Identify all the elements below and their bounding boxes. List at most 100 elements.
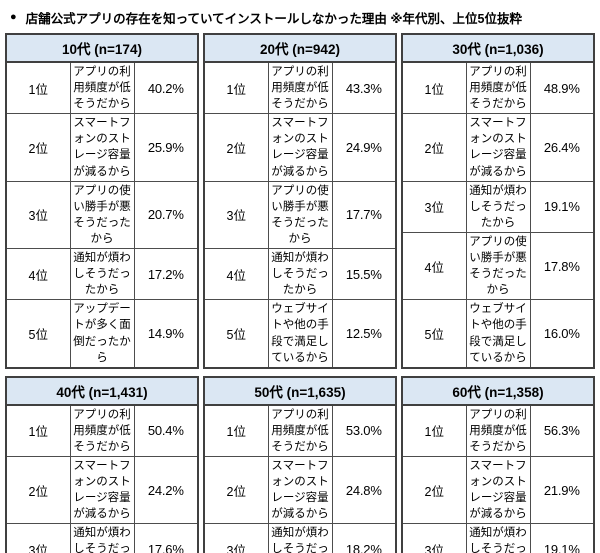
table-row: 3位 通知が煩わしそうだったから 18.2% — [203, 523, 397, 553]
value-cell: 53.0% — [331, 404, 397, 457]
reason-cell: アプリの使い勝手が悪そうだったから — [465, 231, 531, 301]
table-row: 2位 スマートフォンのストレージ容量が減るから 21.9% — [401, 455, 595, 525]
value-cell: 40.2% — [133, 61, 199, 115]
age-table-50s: 50代 (n=1,635) 1位 アプリの利用頻度が低そうだから 53.0% 2… — [203, 375, 397, 553]
value-cell: 24.2% — [133, 455, 199, 525]
reason-cell: 通知が煩わしそうだったから — [267, 248, 333, 301]
value-cell: 17.6% — [133, 523, 199, 553]
table-row: 1位 アプリの利用頻度が低そうだから 53.0% — [203, 404, 397, 457]
value-cell: 16.0% — [529, 299, 595, 369]
table-row: 4位 通知が煩わしそうだったから 15.5% — [203, 248, 397, 301]
rank-cell: 1位 — [401, 404, 467, 457]
reason-cell: アプリの利用頻度が低そうだから — [69, 404, 135, 457]
reason-cell: アプリの利用頻度が低そうだから — [267, 61, 333, 115]
value-cell: 24.8% — [331, 455, 397, 525]
table-row: 2位 スマートフォンのストレージ容量が減るから 24.8% — [203, 455, 397, 525]
reason-cell: ウェブサイトや他の手段で満足しているから — [465, 299, 531, 369]
reason-cell: 通知が煩わしそうだったから — [465, 180, 531, 233]
rank-cell: 4位 — [401, 231, 467, 301]
value-cell: 17.2% — [133, 248, 199, 301]
page-title: 店舗公式アプリの存在を知っていてインストールしなかった理由 ※年代別、上位5位抜… — [25, 12, 522, 26]
reason-cell: アップデートが多く面倒だったから — [69, 299, 135, 369]
rank-cell: 3位 — [5, 523, 71, 553]
reason-cell: アプリの利用頻度が低そうだから — [465, 404, 531, 457]
table-header: 10代 (n=174) — [5, 33, 199, 63]
table-header: 20代 (n=942) — [203, 33, 397, 63]
table-row: 3位 通知が煩わしそうだったから 19.1% — [401, 523, 595, 553]
value-cell: 20.7% — [133, 180, 199, 250]
tables-grid: 10代 (n=174) 1位 アプリの利用頻度が低そうだから 40.2% 2位 … — [0, 33, 600, 553]
rank-cell: 1位 — [5, 404, 71, 457]
reason-cell: 通知が煩わしそうだったから — [69, 248, 135, 301]
reason-cell: スマートフォンのストレージ容量が減るから — [465, 113, 531, 182]
rank-cell: 5位 — [401, 299, 467, 369]
reason-cell: アプリの使い勝手が悪そうだったから — [267, 180, 333, 250]
rank-cell: 3位 — [203, 523, 269, 553]
rank-cell: 4位 — [203, 248, 269, 301]
value-cell: 17.7% — [331, 180, 397, 250]
table-row: 1位 アプリの利用頻度が低そうだから 40.2% — [5, 61, 199, 115]
rank-cell: 3位 — [5, 180, 71, 250]
rank-cell: 1位 — [203, 61, 269, 115]
reason-cell: スマートフォンのストレージ容量が減るから — [267, 455, 333, 525]
value-cell: 19.1% — [529, 523, 595, 553]
value-cell: 21.9% — [529, 455, 595, 525]
report-header: ● 店舗公式アプリの存在を知っていてインストールしなかった理由 ※年代別、上位5… — [0, 0, 600, 33]
value-cell: 43.3% — [331, 61, 397, 115]
table-row: 4位 アプリの使い勝手が悪そうだったから 17.8% — [401, 231, 595, 301]
reason-cell: スマートフォンのストレージ容量が減るから — [69, 455, 135, 525]
rank-cell: 1位 — [203, 404, 269, 457]
age-table-30s: 30代 (n=1,036) 1位 アプリの利用頻度が低そうだから 48.9% 2… — [401, 33, 595, 369]
table-row: 3位 アプリの使い勝手が悪そうだったから 20.7% — [5, 180, 199, 250]
reason-cell: スマートフォンのストレージ容量が減るから — [267, 113, 333, 182]
reason-cell: アプリの利用頻度が低そうだから — [69, 61, 135, 115]
bullet-icon: ● — [10, 11, 17, 23]
table-row: 4位 通知が煩わしそうだったから 17.2% — [5, 248, 199, 301]
table-row: 5位 アップデートが多く面倒だったから 14.9% — [5, 299, 199, 369]
reason-cell: スマートフォンのストレージ容量が減るから — [465, 455, 531, 525]
reason-cell: ウェブサイトや他の手段で満足しているから — [267, 299, 333, 369]
table-row: 2位 スマートフォンのストレージ容量が減るから 25.9% — [5, 113, 199, 182]
value-cell: 26.4% — [529, 113, 595, 182]
value-cell: 12.5% — [331, 299, 397, 369]
table-row: 1位 アプリの利用頻度が低そうだから 56.3% — [401, 404, 595, 457]
rank-cell: 2位 — [5, 113, 71, 182]
rank-cell: 2位 — [401, 113, 467, 182]
table-header: 60代 (n=1,358) — [401, 376, 595, 406]
value-cell: 18.2% — [331, 523, 397, 553]
reason-cell: 通知が煩わしそうだったから — [69, 523, 135, 553]
rank-cell: 1位 — [401, 61, 467, 115]
reason-cell: アプリの利用頻度が低そうだから — [465, 61, 531, 115]
rank-cell: 3位 — [401, 180, 467, 233]
value-cell: 17.8% — [529, 231, 595, 301]
table-row: 3位 アプリの使い勝手が悪そうだったから 17.7% — [203, 180, 397, 250]
age-table-10s: 10代 (n=174) 1位 アプリの利用頻度が低そうだから 40.2% 2位 … — [5, 33, 199, 369]
table-row: 5位 ウェブサイトや他の手段で満足しているから 16.0% — [401, 299, 595, 369]
table-row: 2位 スマートフォンのストレージ容量が減るから 24.9% — [203, 113, 397, 182]
rank-cell: 2位 — [203, 455, 269, 525]
reason-cell: アプリの利用頻度が低そうだから — [267, 404, 333, 457]
rank-cell: 4位 — [5, 248, 71, 301]
reason-cell: 通知が煩わしそうだったから — [465, 523, 531, 553]
age-table-40s: 40代 (n=1,431) 1位 アプリの利用頻度が低そうだから 50.4% 2… — [5, 375, 199, 553]
rank-cell: 2位 — [203, 113, 269, 182]
value-cell: 15.5% — [331, 248, 397, 301]
value-cell: 48.9% — [529, 61, 595, 115]
table-row: 2位 スマートフォンのストレージ容量が減るから 24.2% — [5, 455, 199, 525]
rank-cell: 3位 — [401, 523, 467, 553]
rank-cell: 3位 — [203, 180, 269, 250]
table-row: 3位 通知が煩わしそうだったから 19.1% — [401, 180, 595, 233]
table-row: 3位 通知が煩わしそうだったから 17.6% — [5, 523, 199, 553]
table-row: 5位 ウェブサイトや他の手段で満足しているから 12.5% — [203, 299, 397, 369]
value-cell: 56.3% — [529, 404, 595, 457]
rank-cell: 5位 — [203, 299, 269, 369]
value-cell: 19.1% — [529, 180, 595, 233]
rank-cell: 2位 — [401, 455, 467, 525]
age-table-20s: 20代 (n=942) 1位 アプリの利用頻度が低そうだから 43.3% 2位 … — [203, 33, 397, 369]
table-row: 2位 スマートフォンのストレージ容量が減るから 26.4% — [401, 113, 595, 182]
value-cell: 50.4% — [133, 404, 199, 457]
value-cell: 24.9% — [331, 113, 397, 182]
table-header: 40代 (n=1,431) — [5, 376, 199, 406]
reason-cell: スマートフォンのストレージ容量が減るから — [69, 113, 135, 182]
table-header: 50代 (n=1,635) — [203, 376, 397, 406]
